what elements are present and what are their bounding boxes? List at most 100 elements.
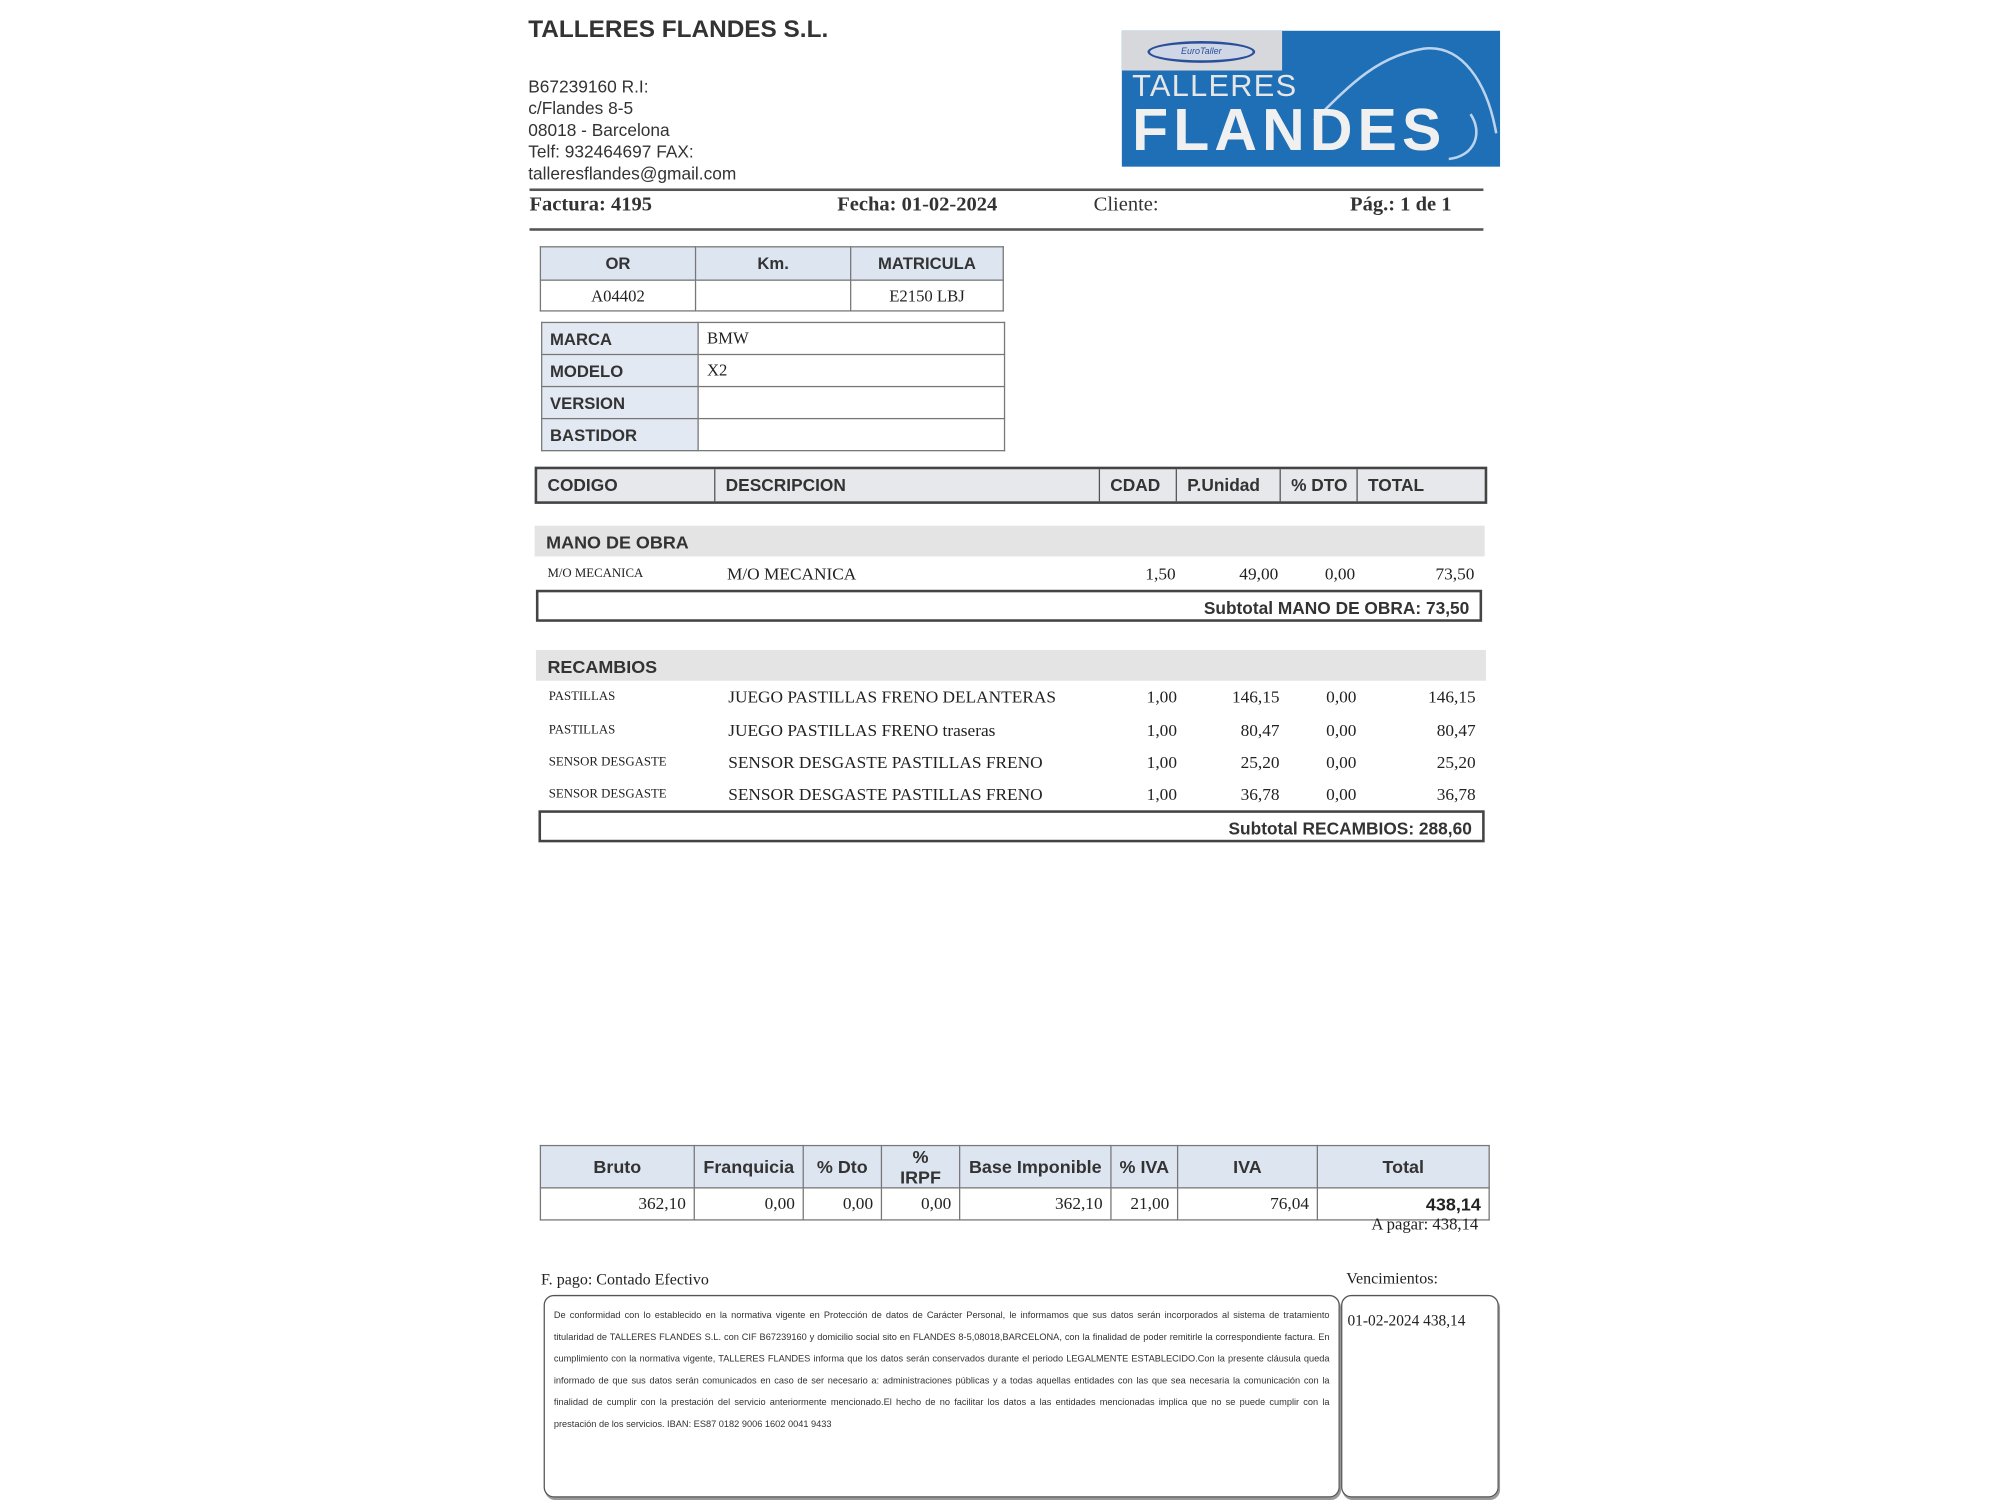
val-iva-pct: 21,00 — [1110, 1187, 1179, 1221]
item-unit-price: 146,15 — [1231, 687, 1280, 707]
item-code: M/O MECANICA — [547, 566, 644, 581]
subtotal-labour: Subtotal MANO DE OBRA: 73,50 — [535, 589, 1483, 622]
val-total: 438,14 — [1316, 1187, 1490, 1221]
value: BMW — [698, 321, 1006, 356]
vehicle-table: MARCA BMW MODELO X2 VERSION BASTIDOR — [541, 321, 1006, 452]
val-franquicia: 0,00 — [693, 1187, 804, 1221]
client-label: Cliente: — [1093, 193, 1159, 216]
item-total: 36,78 — [1436, 784, 1476, 804]
item-description: SENSOR DESGASTE PASTILLAS FRENO — [728, 752, 1043, 772]
header-km: Km. — [694, 246, 852, 281]
item-discount: 0,00 — [1326, 752, 1357, 772]
col-descripcion: DESCRIPCION — [715, 469, 1101, 502]
line-item: M/O MECANICA M/O MECANICA 1,50 49,00 0,00 73,… — [535, 564, 1485, 590]
label: VERSION — [541, 385, 700, 420]
amount-due: A pagar: 438,14 — [1371, 1214, 1479, 1234]
val-base: 362,10 — [959, 1187, 1112, 1221]
item-code: SENSOR DESGASTE — [548, 787, 667, 802]
item-discount: 0,00 — [1326, 720, 1357, 740]
item-quantity: 1,00 — [1146, 687, 1177, 707]
label: MODELO — [541, 353, 700, 388]
label: BASTIDOR — [541, 417, 700, 452]
item-unit-price: 49,00 — [1239, 564, 1279, 584]
section-labour: MANO DE OBRA — [534, 525, 1485, 557]
divider — [529, 188, 1484, 192]
company-phone: Telf: 932464697 FAX: — [528, 142, 694, 162]
value — [698, 417, 1006, 452]
due-dates-box: 01-02-2024 438,14 — [1341, 1294, 1499, 1498]
item-code: PASTILLAS — [548, 689, 616, 704]
val-iva: 76,04 — [1176, 1187, 1318, 1221]
car-outline-icon — [1313, 47, 1498, 161]
legal-text: De conformidad con lo establecido en la … — [553, 1309, 1330, 1430]
vehicle-row-version: VERSION — [541, 385, 1006, 420]
item-unit-price: 80,47 — [1240, 720, 1280, 740]
item-discount: 0,00 — [1326, 784, 1357, 804]
order-km — [694, 279, 852, 312]
item-discount: 0,00 — [1326, 687, 1357, 707]
item-quantity: 1,50 — [1145, 564, 1176, 584]
th-base: Base Imponible — [959, 1144, 1112, 1189]
company-city: 08018 - Barcelona — [528, 120, 670, 140]
col-codigo: CODIGO — [537, 469, 716, 502]
divider — [529, 228, 1484, 231]
col-dto: % DTO — [1281, 469, 1358, 502]
line-item: SENSOR DESGASTE SENSOR DESGASTE PASTILLAS… — [536, 753, 1486, 779]
th-iva-pct: % IVA — [1110, 1144, 1179, 1189]
payment-method: F. pago: Contado Efectivo — [541, 1270, 709, 1289]
line-item: PASTILLAS JUEGO PASTILLAS FRENO DELANTERA… — [536, 687, 1486, 713]
item-description: SENSOR DESGASTE PASTILLAS FRENO — [728, 784, 1043, 804]
vehicle-row-modelo: MODELO X2 — [541, 353, 1006, 388]
totals-table: Bruto Franquicia % Dto % IRPF Base Impon… — [539, 1144, 1490, 1221]
line-item: SENSOR DESGASTE SENSOR DESGASTE PASTILLAS… — [536, 785, 1486, 811]
vehicle-row-bastidor: BASTIDOR — [541, 417, 1006, 452]
th-bruto: Bruto — [539, 1144, 695, 1189]
col-punidad: P.Unidad — [1177, 469, 1281, 502]
order-matricula: E2150 LBJ — [850, 279, 1004, 312]
order-table: OR Km. MATRICULA A04402 E2150 LBJ — [539, 246, 1004, 312]
order-or: A04402 — [539, 279, 697, 312]
th-irpf: % IRPF — [880, 1144, 961, 1189]
subtotal-parts: Subtotal RECAMBIOS: 288,60 — [538, 810, 1485, 843]
company-logo: EuroTaller TALLERES FLANDES — [1121, 30, 1501, 167]
th-iva: IVA — [1176, 1144, 1318, 1189]
company-name: TALLERES FLANDES S.L. — [528, 16, 829, 44]
invoice-number: Factura: 4195 — [529, 193, 652, 216]
th-franquicia: Franquicia — [693, 1144, 804, 1189]
legal-box: De conformidad con lo establecido en la … — [543, 1294, 1340, 1498]
section-parts: RECAMBIOS — [535, 650, 1486, 681]
logo-main-text: FLANDES — [1132, 96, 1447, 163]
company-email: talleresflandes@gmail.com — [528, 164, 737, 184]
val-irpf: 0,00 — [880, 1187, 961, 1221]
header-matricula: MATRICULA — [850, 246, 1004, 281]
item-unit-price: 36,78 — [1240, 784, 1280, 804]
item-code: SENSOR DESGASTE — [548, 755, 667, 770]
item-total: 73,50 — [1435, 564, 1475, 584]
company-street: c/Flandes 8-5 — [528, 98, 634, 118]
value: X2 — [698, 353, 1006, 388]
item-total: 80,47 — [1436, 720, 1476, 740]
item-total: 25,20 — [1436, 752, 1476, 772]
item-description: M/O MECANICA — [726, 564, 857, 584]
item-unit-price: 25,20 — [1240, 752, 1280, 772]
item-quantity: 1,00 — [1146, 752, 1177, 772]
item-description: JUEGO PASTILLAS FRENO DELANTERAS — [728, 687, 1057, 707]
company-cif: B67239160 R.I: — [528, 76, 649, 97]
vehicle-row-marca: MARCA BMW — [541, 321, 1006, 356]
item-code: PASTILLAS — [548, 723, 616, 738]
line-item: PASTILLAS JUEGO PASTILLAS FRENO traseras 1… — [536, 721, 1486, 747]
logo-top-text: TALLERES — [1132, 69, 1298, 104]
header-or: OR — [539, 246, 697, 281]
item-total: 146,15 — [1428, 687, 1476, 707]
item-quantity: 1,00 — [1146, 720, 1177, 740]
val-bruto: 362,10 — [539, 1187, 695, 1221]
label: MARCA — [541, 321, 700, 356]
page-number: Pág.: 1 de 1 — [1350, 193, 1452, 216]
val-dto: 0,00 — [802, 1187, 883, 1221]
due-dates-label: Vencimientos: — [1346, 1269, 1438, 1288]
col-cdad: CDAD — [1100, 469, 1177, 502]
due-date-entry: 01-02-2024 438,14 — [1347, 1311, 1466, 1330]
th-dto: % Dto — [802, 1144, 883, 1189]
invoice-date: Fecha: 01-02-2024 — [837, 193, 998, 216]
